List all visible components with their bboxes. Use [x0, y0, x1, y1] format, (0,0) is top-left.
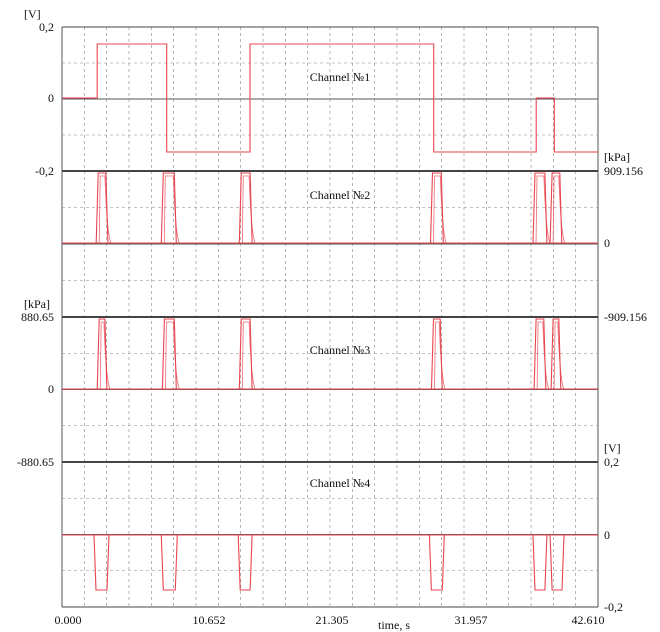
pulse-echo: [241, 175, 256, 244]
channel-name: Channel №3: [310, 343, 370, 357]
y-tick-label: 0: [604, 236, 610, 250]
pulse: [429, 172, 444, 244]
pulse: [237, 534, 253, 591]
channel-1-signal: [62, 43, 598, 153]
pulse-echo: [99, 321, 111, 390]
pulse-echo: [241, 321, 256, 390]
pulse: [160, 172, 177, 244]
channel-name: Channel №4: [310, 476, 370, 490]
pulse-echo: [434, 321, 446, 390]
unit-label: [V]: [604, 441, 621, 455]
pulse-echo: [535, 175, 551, 244]
pulse-echo: [553, 321, 565, 390]
channel-name: Channel №2: [310, 188, 370, 202]
x-tick-label: 0.000: [55, 613, 82, 627]
channel-name: Channel №1: [310, 70, 370, 84]
pulse-echo: [552, 175, 566, 244]
pulse: [95, 172, 109, 244]
x-tick-label: 42.610: [572, 613, 605, 627]
pulse: [533, 318, 547, 390]
unit-label: [kPa]: [24, 297, 50, 311]
pulse: [238, 318, 253, 390]
y-tick-label: 880.65: [21, 310, 54, 324]
pulse: [96, 318, 108, 390]
y-tick-label: -880.65: [17, 455, 54, 469]
y-tick-label: 0: [48, 91, 54, 105]
pulse: [549, 534, 565, 591]
unit-label: [V]: [24, 7, 41, 21]
pulse-echo: [165, 321, 180, 390]
pulse: [430, 318, 443, 390]
signals: [62, 43, 598, 591]
pulse: [428, 534, 445, 591]
labels: 0,2 0 -0,2 [V] Channel №1 909.156 0 -909.156 [kP…: [17, 7, 647, 632]
pulse-echo: [98, 175, 112, 244]
x-axis-label: time, s: [378, 618, 410, 632]
pulse-echo: [433, 175, 447, 244]
y-tick-label: 0,2: [39, 20, 54, 34]
y-tick-label: -909.156: [604, 310, 647, 324]
x-tick-label: 31.957: [455, 613, 488, 627]
pulse: [238, 172, 253, 244]
pulse: [160, 534, 178, 591]
y-tick-label: 0: [48, 382, 54, 396]
pulse: [161, 318, 177, 390]
pulse-echo: [536, 321, 550, 390]
y-tick-label: 0: [604, 528, 610, 542]
pulse: [532, 534, 548, 591]
y-tick-label: -0,2: [604, 600, 623, 614]
pulse: [532, 172, 548, 244]
pulse: [550, 318, 562, 390]
pulse-echo: [163, 175, 180, 244]
x-tick-label: 21.305: [316, 613, 349, 627]
grid: [61, 26, 599, 608]
y-tick-label: 909.156: [604, 164, 643, 178]
y-tick-label: -0,2: [35, 164, 54, 178]
y-tick-label: 0,2: [604, 455, 619, 469]
pulse: [549, 172, 563, 244]
pulse: [93, 534, 110, 591]
x-tick-label: 10.652: [193, 613, 226, 627]
unit-label: [kPa]: [604, 150, 630, 164]
